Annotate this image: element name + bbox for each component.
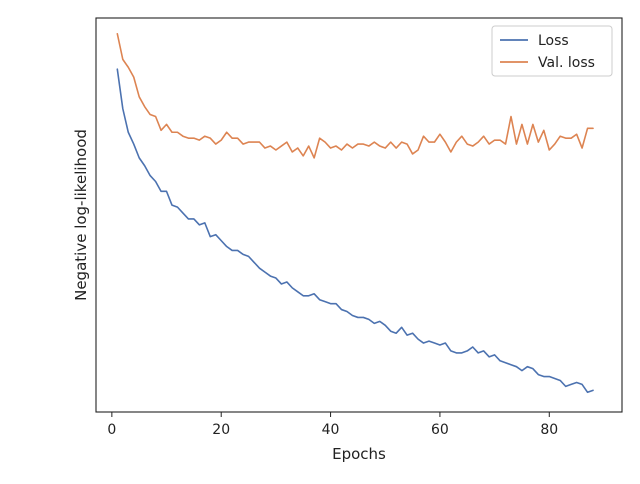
legend-label: Loss: [538, 33, 569, 49]
legend-box: [491, 25, 613, 77]
series-line-1: [116, 32, 594, 159]
legend-label: Val. loss: [538, 55, 595, 71]
x-axis-ticks: 0 20 40 60 80: [107, 412, 558, 438]
plot-area: [116, 32, 594, 394]
x-tick-label: 20: [212, 422, 230, 438]
x-tick-label: 80: [540, 422, 558, 438]
y-axis-label: Negative log-likelihood: [72, 129, 90, 301]
legend: Loss Val. loss: [491, 25, 613, 77]
x-axis-label: Epochs: [332, 445, 386, 463]
x-tick-label: 40: [322, 422, 340, 438]
axes-frame: [95, 17, 623, 413]
axes-border: [95, 17, 623, 413]
x-tick-label: 60: [431, 422, 449, 438]
x-tick-label: 0: [107, 422, 116, 438]
series-line-0: [116, 68, 594, 394]
